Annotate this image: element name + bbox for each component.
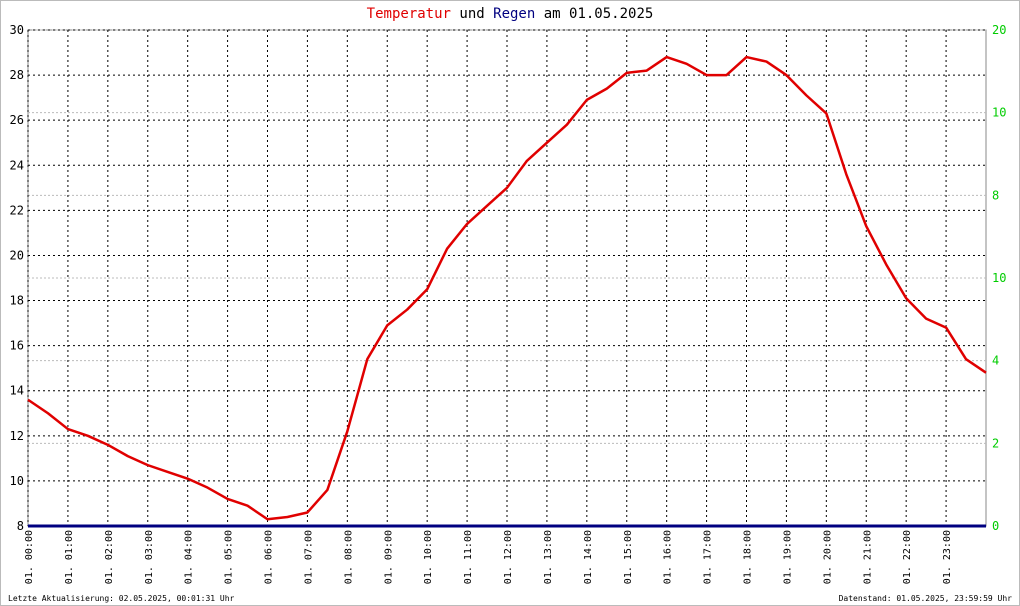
y-tick-label: 18 [10, 294, 24, 308]
y-tick-label: 24 [10, 158, 24, 172]
y2-tick-label: 20 [992, 23, 1006, 37]
y2-tick-label: 8 [992, 188, 999, 202]
x-tick-label: 01. 10:00 [423, 530, 434, 584]
footer-left: Letzte Aktualisierung: 02.05.2025, 00:01… [8, 594, 235, 603]
y-tick-label: 16 [10, 339, 24, 353]
x-tick-label: 01. 16:00 [663, 530, 674, 584]
y2-tick-label: 10 [992, 106, 1006, 120]
y2-tick-label: 0 [992, 519, 999, 533]
y-tick-label: 12 [10, 429, 24, 443]
x-tick-label: 01. 22:00 [902, 530, 913, 584]
x-tick-label: 01. 17:00 [703, 530, 714, 584]
x-tick-label: 01. 11:00 [463, 530, 474, 584]
x-tick-label: 01. 02:00 [104, 530, 115, 584]
x-tick-label: 01. 14:00 [583, 530, 594, 584]
y-tick-label: 8 [17, 519, 24, 533]
x-tick-label: 01. 20:00 [822, 530, 833, 584]
x-tick-label: 01. 00:00 [24, 530, 35, 584]
x-tick-label: 01. 03:00 [144, 530, 155, 584]
y-tick-label: 28 [10, 68, 24, 82]
x-tick-label: 01. 07:00 [303, 530, 314, 584]
y2-tick-label: 4 [992, 354, 999, 368]
x-tick-label: 01. 18:00 [743, 530, 754, 584]
x-tick-label: 01. 13:00 [543, 530, 554, 584]
series-line [27, 55, 987, 521]
title-part: am 01.05.2025 [544, 6, 654, 22]
x-tick-label: 01. 09:00 [383, 530, 394, 584]
y-tick-label: 22 [10, 203, 24, 217]
x-tick-label: 01. 12:00 [503, 530, 514, 584]
y-tick-label: 30 [10, 23, 24, 37]
x-tick-label: 01. 15:00 [623, 530, 634, 584]
title-part: Regen [493, 6, 535, 22]
x-tick-label: 01. 01:00 [64, 530, 75, 584]
chart-title: Temperatur und Regen am 01.05.2025 [367, 6, 654, 22]
y-tick-label: 10 [10, 474, 24, 488]
title-part: Temperatur [367, 6, 451, 22]
x-tick-label: 01. 21:00 [862, 530, 873, 584]
x-tick-label: 01. 19:00 [782, 530, 793, 584]
y-tick-label: 26 [10, 113, 24, 127]
y-tick-label: 20 [10, 248, 24, 262]
title-part: und [459, 6, 484, 22]
y2-tick-label: 2 [992, 436, 999, 450]
y2-tick-label: 10 [992, 271, 1006, 285]
x-tick-label: 01. 23:00 [942, 530, 953, 584]
footer-right: Datenstand: 01.05.2025, 23:59:59 Uhr [839, 594, 1013, 603]
x-tick-label: 01. 05:00 [224, 530, 235, 584]
y-tick-label: 14 [10, 384, 24, 398]
x-tick-label: 01. 04:00 [184, 530, 195, 584]
x-tick-label: 01. 08:00 [343, 530, 354, 584]
x-tick-label: 01. 06:00 [264, 530, 275, 584]
